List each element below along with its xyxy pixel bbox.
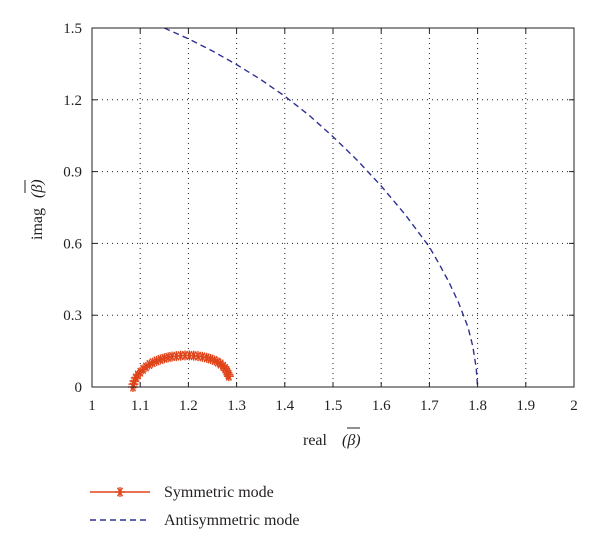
grid <box>92 28 574 387</box>
data-point <box>147 357 158 368</box>
x-axis-label-text: real <box>303 432 328 449</box>
legend-item-symmetric-mode: Symmetric mode <box>90 484 274 501</box>
data-point <box>223 371 234 382</box>
y-tick-label: 0.3 <box>63 308 82 324</box>
data-point <box>201 352 212 363</box>
x-tick-label: 1.1 <box>131 398 150 414</box>
x-tick-label: 1.4 <box>275 398 294 414</box>
y-axis-label-text: imag <box>29 208 46 240</box>
y-tick-label: 0.6 <box>63 236 82 252</box>
legend-label: Symmetric mode <box>164 484 274 501</box>
x-tick-label: 1.9 <box>516 398 535 414</box>
x-tick-label: 1.5 <box>324 398 343 414</box>
x-tick-label: 2 <box>570 398 578 414</box>
x-axis-label-symbol: (β) <box>342 432 361 449</box>
series-layer <box>127 27 479 392</box>
x-tick-label: 1.6 <box>372 398 391 414</box>
legend: Symmetric mode Antisymmetric mode <box>90 484 300 529</box>
x-tick-label: 1.2 <box>179 398 198 414</box>
ticks: 1 1.1 1.2 1.3 1.4 1.5 1.6 1.7 1.8 1.9 2 0 0.3 0.6 0.9 1… <box>63 21 578 414</box>
y-axis-label-symbol: (β) <box>29 179 46 198</box>
x-tick-label: 1.7 <box>420 398 439 414</box>
x-tick-label: 1.3 <box>227 398 246 414</box>
series-line-antisymmetric-mode <box>164 27 479 388</box>
x-tick-label: 1 <box>88 398 96 414</box>
legend-label: Antisymmetric mode <box>164 512 300 529</box>
y-tick-label: 1.5 <box>63 21 82 37</box>
y-tick-label: 0 <box>75 380 83 396</box>
y-axis-label: imag (β) <box>24 179 46 240</box>
legend-item-antisymmetric-mode: Antisymmetric mode <box>90 512 300 529</box>
x-axis-label: real (β) <box>303 427 361 449</box>
x-tick-label: 1.8 <box>468 398 487 414</box>
y-tick-label: 0.9 <box>63 165 82 181</box>
y-tick-label: 1.2 <box>63 93 82 109</box>
data-point <box>115 487 125 497</box>
